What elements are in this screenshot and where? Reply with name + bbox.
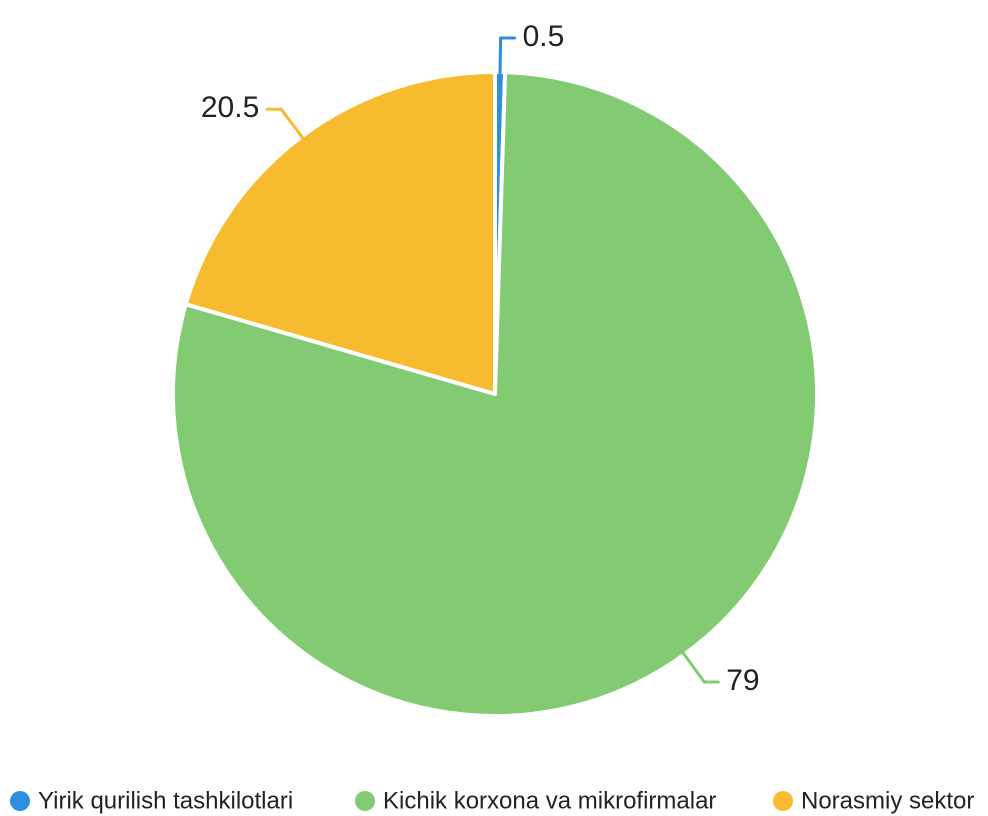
legend-marker <box>355 791 375 811</box>
data-label: 20.5 <box>201 91 259 124</box>
legend-label: Norasmiy sektor <box>801 787 974 814</box>
legend-marker <box>10 791 30 811</box>
legend-label: Yirik qurilish tashkilotlari <box>38 787 293 814</box>
data-label: 79 <box>726 664 759 697</box>
leader-line <box>265 107 307 143</box>
legend-marker <box>773 791 793 811</box>
leader-line <box>498 36 517 80</box>
data-label: 0.5 <box>523 20 565 53</box>
legend-label: Kichik korxona va mikrofirmalar <box>383 787 716 814</box>
leader-line <box>679 648 720 684</box>
